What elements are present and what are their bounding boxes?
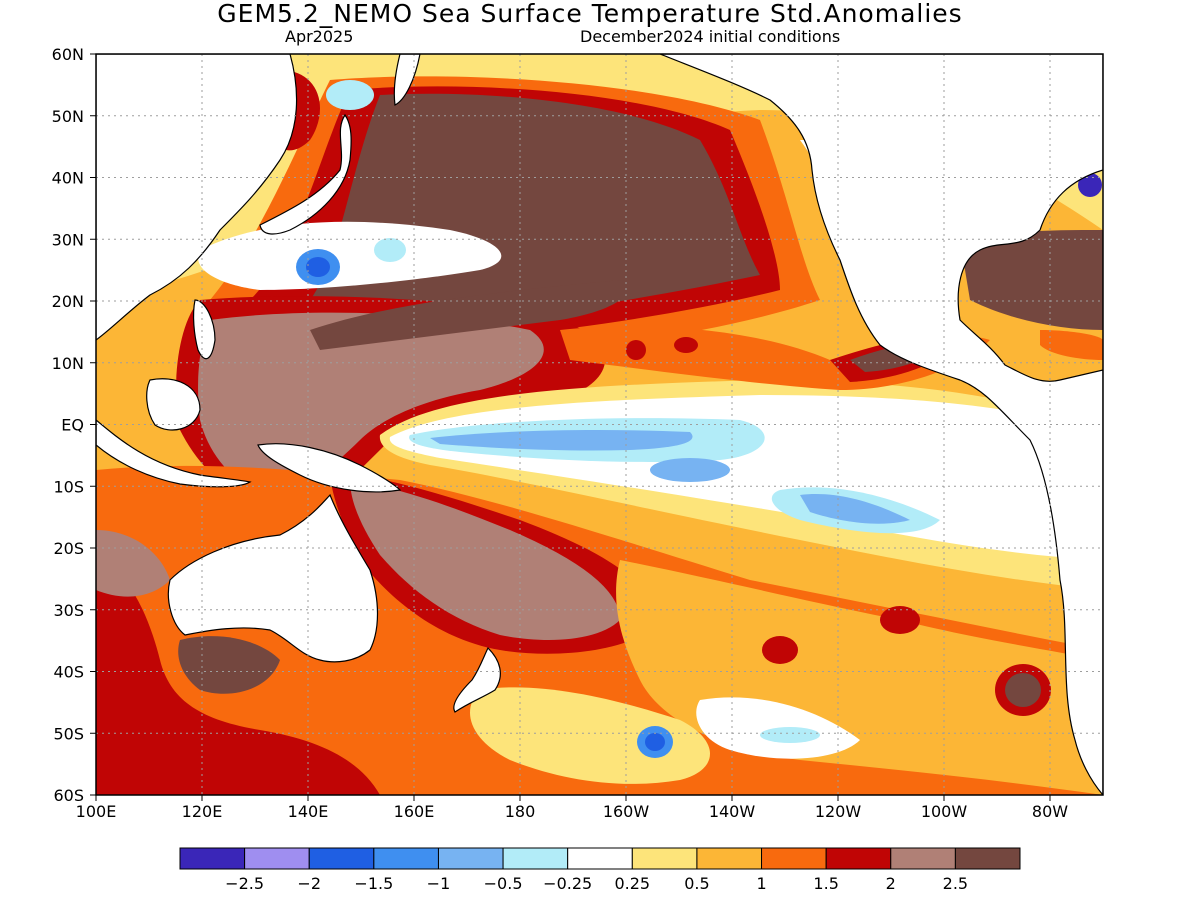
lon-tick-label: 140W — [709, 802, 756, 821]
lat-tick-label: 10N — [52, 354, 84, 373]
colorbar-label: 0.25 — [614, 874, 650, 893]
colorbar-swatch — [308, 847, 375, 870]
lat-tick-label: 60S — [53, 786, 84, 805]
colorbar-label: −2.5 — [225, 874, 264, 893]
longitude-axis: 100E 120E 140E 160E 180 160W 140W 120W 100W 80W — [76, 795, 1068, 821]
colorbar-swatch — [825, 847, 892, 870]
colorbar-label: 2.5 — [943, 874, 968, 893]
colorbar-label: −2 — [297, 874, 321, 893]
lat-tick-label: 10S — [53, 477, 84, 496]
colorbar-label: 1.5 — [813, 874, 838, 893]
colorbar-label: −1.5 — [354, 874, 393, 893]
lat-tick-label: 20N — [52, 292, 84, 311]
colorbar-swatch — [373, 847, 439, 870]
lat-tick-label: 40N — [52, 169, 84, 188]
colorbar-swatch — [890, 847, 956, 870]
colorbar-swatch — [567, 847, 633, 870]
colorbar-swatch — [696, 847, 763, 870]
lon-tick-label: 100E — [76, 802, 117, 821]
colorbar-label: 1 — [756, 874, 766, 893]
lat-tick-label: 30S — [53, 601, 84, 620]
lat-tick-label: 50N — [52, 107, 84, 126]
colorbar-swatch — [244, 847, 310, 870]
map-title: GEM5.2_NEMO Sea Surface Temperature Std.… — [217, 0, 963, 28]
colorbar-swatch — [179, 847, 246, 870]
lon-tick-label: 160W — [603, 802, 650, 821]
lat-tick-label: EQ — [61, 416, 84, 435]
lon-tick-label: 140E — [288, 802, 329, 821]
lat-tick-label: 20S — [53, 539, 84, 558]
lat-tick-label: 40S — [53, 663, 84, 682]
colorbar-swatch — [761, 847, 827, 870]
colorbar-swatch — [631, 847, 698, 870]
colorbar-swatch — [502, 847, 569, 870]
lon-tick-label: 160E — [394, 802, 435, 821]
lat-tick-label: 50S — [53, 724, 84, 743]
colorbar-label: −0.5 — [484, 874, 523, 893]
latitude-axis: 60N 50N 40N 30N 20N 10N EQ 10S 20S 30S 40S 50S 60S — [52, 45, 96, 805]
lon-tick-label: 120W — [815, 802, 862, 821]
colorbar-label: −0.25 — [543, 874, 592, 893]
colorbar-label: 2 — [886, 874, 896, 893]
land-mask — [96, 54, 1103, 795]
lon-tick-label: 100W — [921, 802, 968, 821]
colorbar-swatch — [437, 847, 504, 870]
colorbar: −2.5 −2 −1.5 −1 −0.5 −0.25 0.25 0.5 1 1.5 2 2.5 — [179, 847, 1021, 893]
lat-tick-label: 30N — [52, 230, 84, 249]
colorbar-label: −1 — [427, 874, 451, 893]
lon-tick-label: 120E — [182, 802, 223, 821]
colorbar-swatch — [954, 847, 1021, 870]
lon-tick-label: 180 — [505, 802, 536, 821]
forecast-month: Apr2025 — [285, 27, 354, 46]
colorbar-label: 0.5 — [684, 874, 709, 893]
lat-tick-label: 60N — [52, 45, 84, 64]
initial-conditions: December2024 initial conditions — [580, 27, 841, 46]
lon-tick-label: 80W — [1032, 802, 1068, 821]
